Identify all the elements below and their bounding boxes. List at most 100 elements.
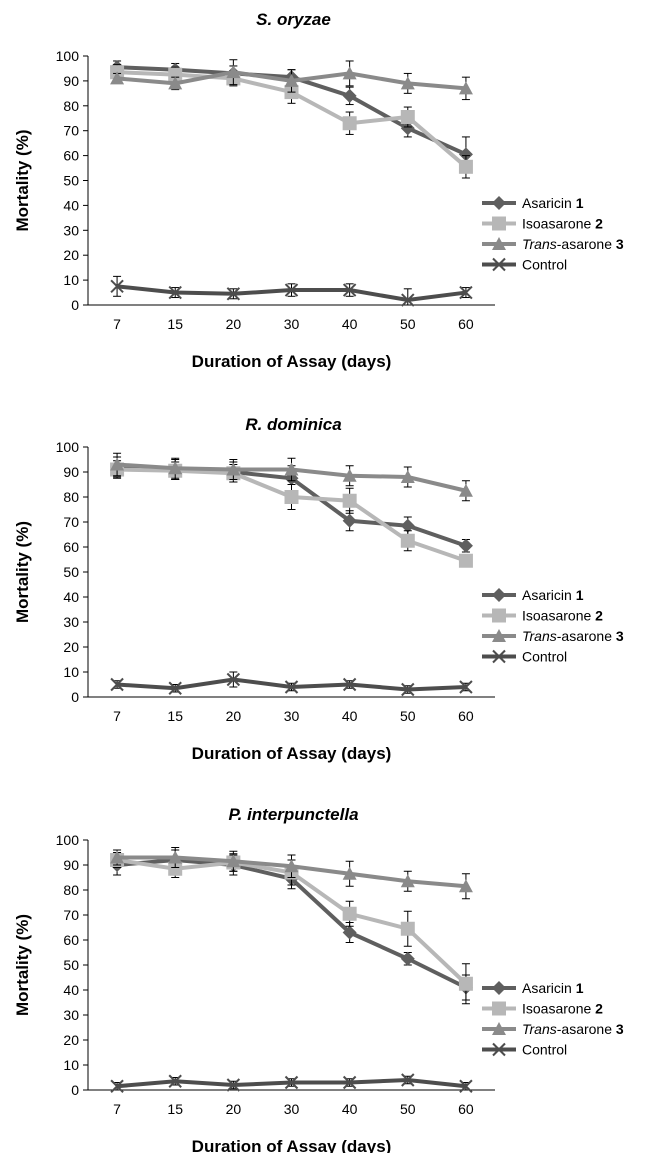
chart-1-series-isoasarone-point	[458, 159, 473, 174]
chart-3-xtick-label: 50	[400, 1101, 416, 1117]
chart-1-series-control-point	[110, 279, 124, 294]
chart-2-ytick-label: 50	[63, 564, 79, 580]
chart-1-ytick-label: 50	[63, 173, 79, 189]
chart-3-series-trans_asarone-point	[342, 866, 357, 880]
chart-2-series-control-point	[342, 677, 357, 692]
chart-2-ytick-label: 60	[63, 539, 79, 555]
chart-2-legend-text: -asarone	[557, 628, 616, 644]
chart-3: P. interpunctella 0 10 20 30 40 50 60 70 80 90 100 7…	[13, 805, 624, 1153]
chart-3-series-isoasarone-point	[458, 976, 473, 991]
chart-1-xtick-label: 30	[284, 316, 300, 332]
chart-3-xtick-label: 60	[458, 1101, 474, 1117]
chart-3-series-control-point-stroke-b	[168, 1074, 182, 1088]
chart-2-ytick-label: 40	[63, 589, 79, 605]
chart-3-series-control-point	[168, 1074, 182, 1088]
chart-2-series-isoasarone-point	[342, 493, 357, 508]
chart-2-xtick-label: 20	[226, 708, 242, 724]
chart-2-series-control-point	[110, 677, 124, 692]
chart-3-legend-text: Isoasarone	[522, 1001, 595, 1017]
chart-2-ytick-label: 90	[63, 464, 79, 480]
chart-1-legend-bold: 1	[576, 195, 584, 211]
chart-3-title: P. interpunctella	[228, 805, 358, 824]
chart-2-series-control-point	[459, 680, 473, 694]
chart-2-ytick-label: 80	[63, 489, 79, 505]
chart-1-ytick-label: 100	[56, 48, 80, 64]
chart-3-series-control-point-stroke-b	[342, 1075, 357, 1090]
chart-3-legend-label: Isoasarone 2	[522, 1001, 603, 1017]
chart-2: R. dominica 0 10 20 30 40 50 60 70 80 90 100 7 15 20 30…	[13, 415, 624, 763]
chart-1-legend-text: Isoasarone	[522, 216, 595, 232]
chart-1-xtick-label: 50	[400, 316, 416, 332]
chart-1-series-control-point-stroke-b	[459, 285, 473, 300]
chart-3-ytick-label: 40	[63, 982, 79, 998]
chart-3-y-axis-title: Mortality (%)	[13, 914, 32, 1016]
chart-3-series-control-point	[401, 1073, 415, 1087]
chart-2-series-trans_asarone-point	[110, 457, 125, 471]
chart-3-legend-bold: 2	[595, 1001, 603, 1017]
chart-2-series-control-point-stroke-b	[110, 677, 124, 692]
chart-2-series-control-point-stroke-b	[459, 680, 473, 694]
chart-1-legend-marker	[492, 257, 506, 272]
chart-3-xtick-label: 30	[284, 1101, 300, 1117]
chart-2-legend-bold: 3	[616, 628, 624, 644]
chart-2-series-isoasarone-point	[284, 490, 299, 504]
chart-2-ytick-label: 100	[56, 439, 80, 455]
chart-1-series-control-point-stroke-b	[226, 287, 241, 301]
chart-1-legend-label: Control	[522, 257, 567, 273]
chart-2-legend-label: Trans-asarone 3	[522, 628, 624, 644]
chart-1-ytick-label: 20	[63, 247, 79, 263]
chart-2-legend-bold: 2	[595, 608, 603, 624]
chart-3-legend-label: Control	[522, 1042, 567, 1058]
chart-3-legend-text: -asarone	[557, 1021, 616, 1037]
chart-1-series-control-point-stroke-b	[284, 283, 299, 297]
chart-2-legend-marker	[492, 629, 506, 642]
chart-2-legend-marker	[492, 588, 506, 602]
chart-2-series-trans_asarone-point	[342, 468, 357, 482]
chart-1-legend: Asaricin 1 Isoasarone 2 Trans-asarone 3 Con…	[482, 195, 624, 273]
chart-3-series-isoasarone-point	[342, 906, 357, 921]
chart-3-legend-bold: 1	[576, 980, 584, 996]
chart-3-ytick-label: 80	[63, 882, 79, 898]
chart-1-series-asaricin-point	[342, 88, 357, 103]
chart-1-series-control-point-stroke-b	[401, 293, 415, 307]
chart-1-series-control-point	[342, 283, 357, 297]
chart-3-x-axis-title: Duration of Assay (days)	[192, 1137, 392, 1153]
chart-3-series-trans_asarone-point	[168, 850, 183, 864]
chart-3-xtick-label: 20	[226, 1101, 242, 1117]
chart-2-series-control-point	[226, 672, 241, 687]
chart-1-ytick-label: 10	[63, 272, 79, 288]
chart-2-ytick-label: 20	[63, 639, 79, 655]
chart-2-xtick-label: 40	[342, 708, 358, 724]
chart-3-series-control-point	[226, 1078, 241, 1092]
chart-3-legend-label: Asaricin 1	[522, 980, 584, 996]
chart-2-legend-label: Asaricin 1	[522, 587, 584, 603]
chart-2-y-axis-title: Mortality (%)	[13, 521, 32, 623]
chart-1-series-trans_asarone-point	[168, 76, 183, 90]
chart-1-series-control-point	[284, 283, 299, 297]
chart-3-legend-marker	[492, 1022, 506, 1035]
chart-3-ytick-label: 10	[63, 1057, 79, 1073]
chart-1-series-control-point	[401, 293, 415, 307]
chart-3-legend-marker	[492, 981, 506, 995]
chart-3-series-control-point	[284, 1075, 299, 1090]
chart-2-ytick-label: 30	[63, 614, 79, 630]
chart-2-series-control-point-stroke-b	[342, 677, 357, 692]
chart-2-title: R. dominica	[245, 415, 341, 434]
chart-1-legend-text: Asaricin	[522, 195, 576, 211]
chart-3-series-asaricin-point	[342, 925, 357, 940]
chart-2-xtick-label: 60	[458, 708, 474, 724]
chart-1-legend-text: Control	[522, 257, 567, 273]
chart-2-legend-label: Control	[522, 649, 567, 665]
chart-3-series-trans_asarone-point	[226, 854, 241, 868]
chart-2-legend: Asaricin 1 Isoasarone 2 Trans-asarone 3 Con…	[482, 587, 624, 665]
chart-3-legend-text: Control	[522, 1042, 567, 1058]
chart-2-legend-text: Isoasarone	[522, 608, 595, 624]
chart-2-legend-italic: Trans	[522, 628, 557, 644]
chart-2-series-asaricin-point	[458, 538, 473, 553]
chart-3-series-isoasarone-point	[400, 921, 415, 936]
chart-3-series-control-point-stroke-b	[110, 1079, 124, 1093]
chart-1-series-isoasarone-point	[168, 67, 183, 82]
chart-1-legend-bold: 2	[595, 216, 603, 232]
chart-2-series-trans_asarone-point	[284, 462, 299, 476]
